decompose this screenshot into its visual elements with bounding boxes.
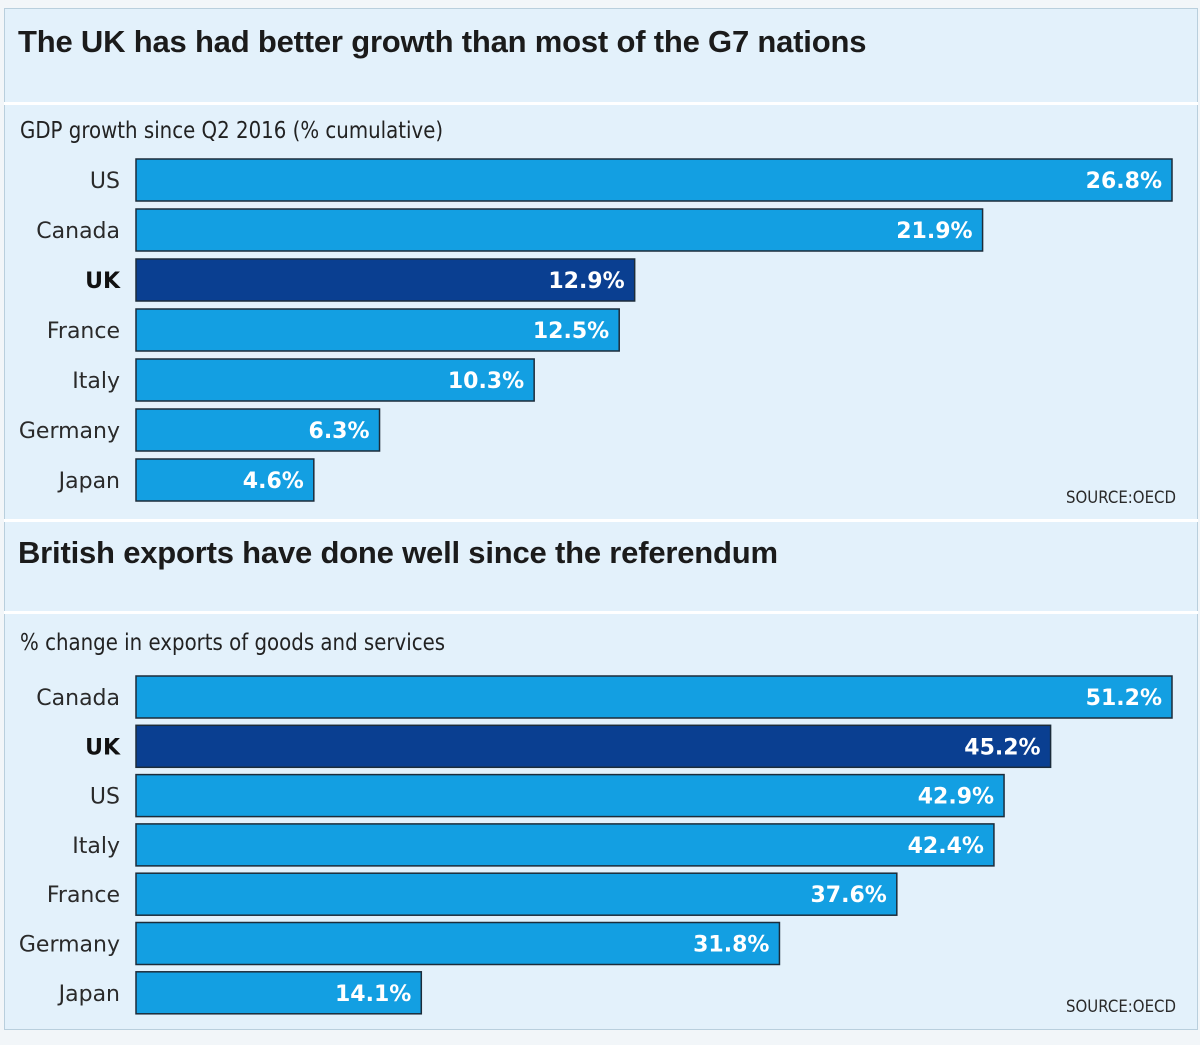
chart-2-title: British exports have done well since the… bbox=[18, 535, 778, 570]
bar-canada bbox=[135, 208, 984, 252]
category-label-canada: Canada bbox=[36, 219, 120, 244]
category-label-italy: Italy bbox=[72, 369, 120, 394]
value-label-germany: 6.3% bbox=[309, 419, 370, 444]
category-label-germany: Germany bbox=[19, 419, 120, 444]
bar-us bbox=[135, 158, 1173, 202]
chart-2-title-rule bbox=[4, 611, 1198, 614]
value-label-us: 42.9% bbox=[918, 785, 994, 810]
value-label-italy: 10.3% bbox=[448, 369, 524, 394]
chart-2-export-change: Canada 51.2% UK 45.2% US 42.9% Italy 42.4% Franc… bbox=[19, 675, 1173, 1015]
chart-1-gdp-growth: US 26.8% Canada 21.9% UK 12.9% France 12.5% Ital… bbox=[19, 158, 1173, 502]
chart-1-subtitle: GDP growth since Q2 2016 (% cumulative) bbox=[20, 118, 444, 144]
value-label-us: 26.8% bbox=[1086, 169, 1162, 194]
value-label-italy: 42.4% bbox=[908, 834, 984, 859]
chart-1-title-rule bbox=[4, 102, 1198, 105]
bar-france bbox=[135, 872, 898, 916]
value-label-uk: 12.9% bbox=[548, 269, 624, 294]
category-label-italy: Italy bbox=[72, 834, 120, 859]
bar-uk bbox=[135, 724, 1052, 769]
value-label-canada: 21.9% bbox=[896, 219, 972, 244]
bar-france bbox=[135, 308, 620, 352]
chart-1-source: SOURCE:OECD bbox=[1065, 488, 1176, 508]
bar-italy bbox=[135, 823, 995, 867]
bar-canada bbox=[135, 675, 1173, 719]
bar-germany bbox=[135, 408, 381, 452]
bar-us bbox=[135, 773, 1005, 818]
value-label-uk: 45.2% bbox=[964, 735, 1040, 760]
category-label-us: US bbox=[90, 169, 120, 194]
chart-2-source: SOURCE:OECD bbox=[1065, 997, 1176, 1017]
value-label-japan: 4.6% bbox=[243, 469, 304, 494]
panel-divider bbox=[4, 519, 1198, 522]
chart-1-title: The UK has had better growth than most o… bbox=[18, 24, 867, 59]
value-label-japan: 14.1% bbox=[335, 982, 411, 1007]
category-label-japan: Japan bbox=[57, 469, 120, 494]
category-label-canada: Canada bbox=[36, 686, 120, 711]
category-label-uk: UK bbox=[85, 269, 121, 294]
category-label-france: France bbox=[47, 319, 120, 344]
bar-italy bbox=[135, 358, 535, 402]
value-label-canada: 51.2% bbox=[1086, 686, 1162, 711]
value-label-france: 37.6% bbox=[810, 883, 886, 908]
category-label-us: US bbox=[90, 785, 120, 810]
bar-japan bbox=[135, 971, 423, 1015]
bar-japan bbox=[135, 458, 315, 502]
value-label-france: 12.5% bbox=[533, 319, 609, 344]
chart-2-subtitle: % change in exports of goods and service… bbox=[20, 630, 446, 656]
category-label-france: France bbox=[47, 883, 120, 908]
bar-germany bbox=[135, 921, 781, 966]
value-label-germany: 31.8% bbox=[693, 933, 769, 958]
bar-uk bbox=[135, 258, 636, 302]
category-label-japan: Japan bbox=[57, 982, 120, 1007]
category-label-germany: Germany bbox=[19, 933, 120, 958]
category-label-uk: UK bbox=[85, 735, 121, 760]
